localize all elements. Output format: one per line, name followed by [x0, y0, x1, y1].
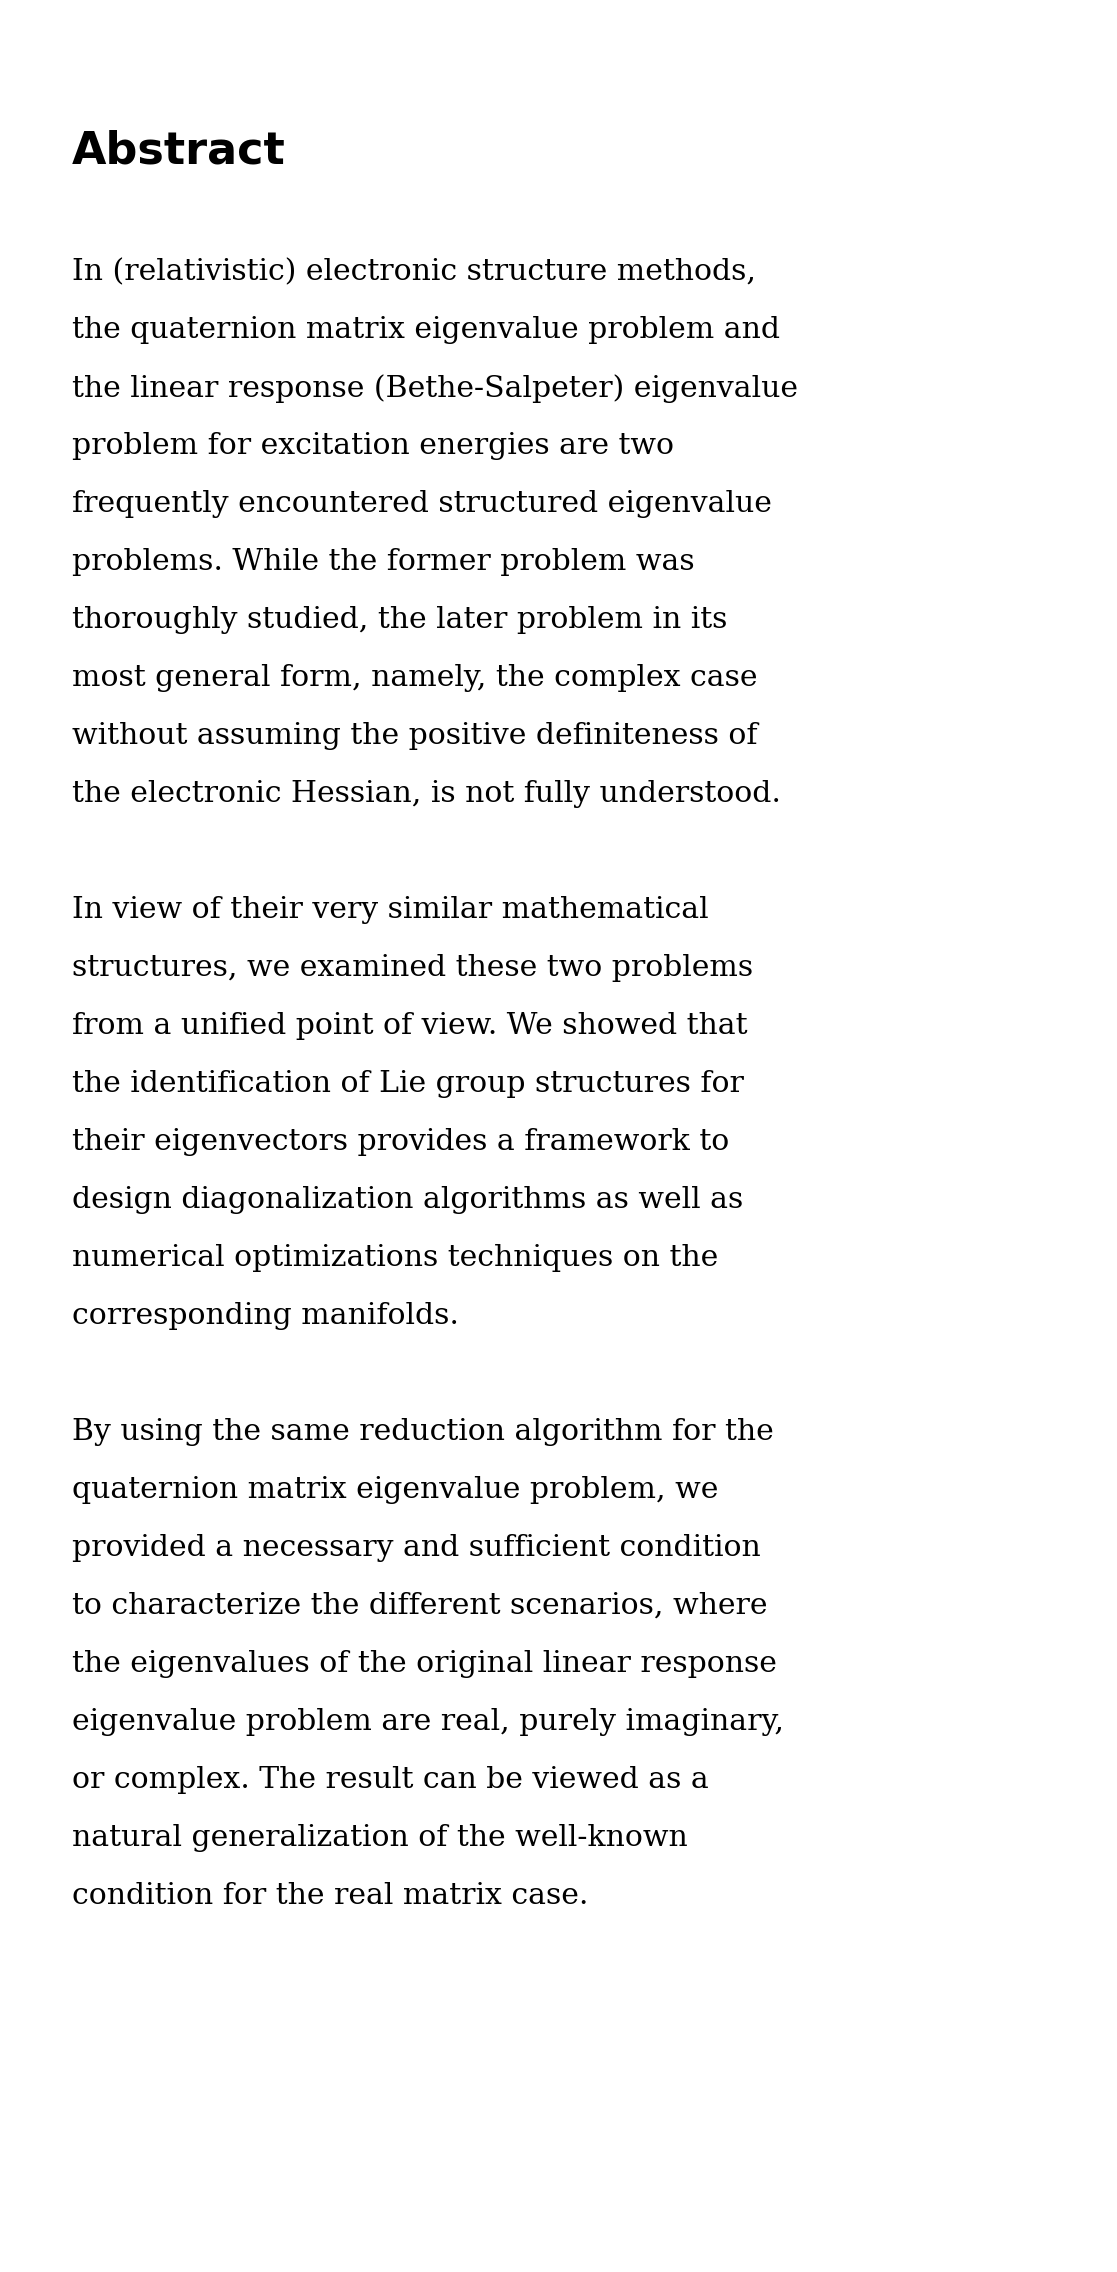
Text: the electronic Hessian, is not fully understood.: the electronic Hessian, is not fully und…	[71, 779, 781, 809]
Text: In view of their very similar mathematical: In view of their very similar mathematic…	[71, 895, 708, 925]
Text: design diagonalization algorithms as well as: design diagonalization algorithms as wel…	[71, 1186, 743, 1213]
Text: corresponding manifolds.: corresponding manifolds.	[71, 1302, 459, 1329]
Text: quaternion matrix eigenvalue problem, we: quaternion matrix eigenvalue problem, we	[71, 1477, 718, 1504]
Text: condition for the real matrix case.: condition for the real matrix case.	[71, 1881, 589, 1911]
Text: the linear response (Bethe-Salpeter) eigenvalue: the linear response (Bethe-Salpeter) eig…	[71, 375, 798, 402]
Text: In (relativistic) electronic structure methods,: In (relativistic) electronic structure m…	[71, 259, 756, 286]
Text: to characterize the different scenarios, where: to characterize the different scenarios,…	[71, 1593, 767, 1620]
Text: from a unified point of view. We showed that: from a unified point of view. We showed …	[71, 1011, 747, 1041]
Text: structures, we examined these two problems: structures, we examined these two proble…	[71, 954, 753, 982]
Text: problem for excitation energies are two: problem for excitation energies are two	[71, 432, 674, 459]
Text: eigenvalue problem are real, purely imaginary,: eigenvalue problem are real, purely imag…	[71, 1709, 784, 1736]
Text: natural generalization of the well-known: natural generalization of the well-known	[71, 1824, 688, 1852]
Text: thoroughly studied, the later problem in its: thoroughly studied, the later problem in…	[71, 607, 727, 634]
Text: numerical optimizations techniques on the: numerical optimizations techniques on th…	[71, 1245, 718, 1272]
Text: frequently encountered structured eigenvalue: frequently encountered structured eigenv…	[71, 491, 772, 518]
Text: or complex. The result can be viewed as a: or complex. The result can be viewed as …	[71, 1765, 709, 1795]
Text: without assuming the positive definiteness of: without assuming the positive definitene…	[71, 722, 757, 750]
Text: Abstract: Abstract	[71, 130, 286, 173]
Text: the eigenvalues of the original linear response: the eigenvalues of the original linear r…	[71, 1649, 777, 1679]
Text: provided a necessary and sufficient condition: provided a necessary and sufficient cond…	[71, 1534, 761, 1563]
Text: the identification of Lie group structures for: the identification of Lie group structur…	[71, 1070, 744, 1097]
Text: their eigenvectors provides a framework to: their eigenvectors provides a framework …	[71, 1127, 729, 1156]
Text: most general form, namely, the complex case: most general form, namely, the complex c…	[71, 663, 757, 693]
Text: the quaternion matrix eigenvalue problem and: the quaternion matrix eigenvalue problem…	[71, 316, 780, 343]
Text: problems. While the former problem was: problems. While the former problem was	[71, 548, 695, 577]
Text: By using the same reduction algorithm for the: By using the same reduction algorithm fo…	[71, 1418, 774, 1445]
